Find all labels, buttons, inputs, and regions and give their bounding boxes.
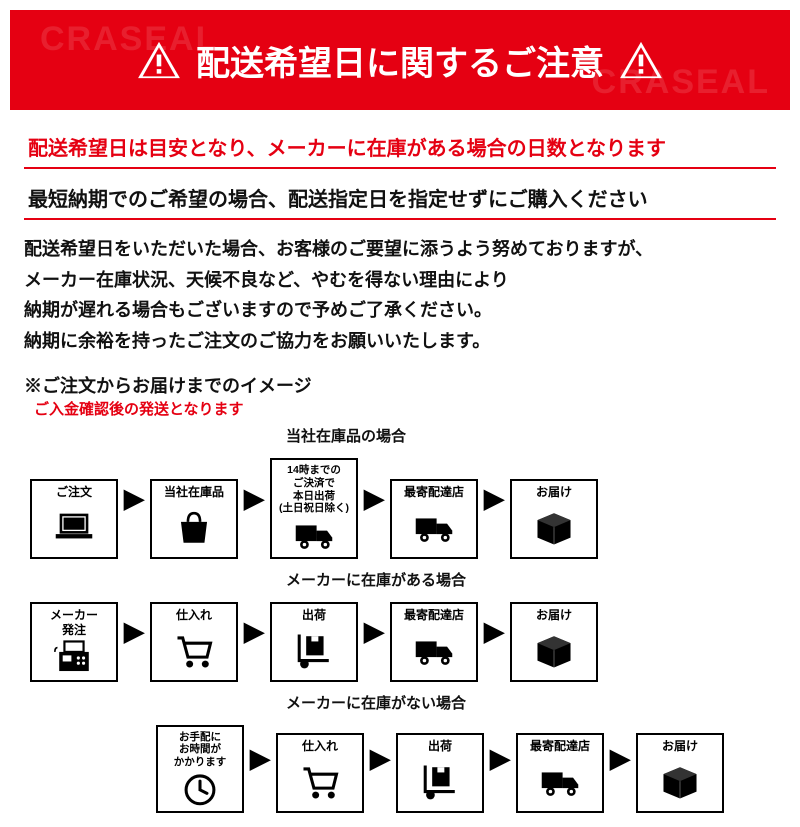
- truck-icon: [394, 501, 474, 555]
- arrow-icon: ▶: [124, 483, 144, 534]
- arrow-icon: ▶: [364, 483, 384, 534]
- highlight-line-1: 配送希望日は目安となり、メーカーに在庫がある場合の日数となります: [24, 126, 776, 169]
- flow-step: お届け: [636, 733, 724, 813]
- timeline-note: ご入金確認後の発送となります: [34, 398, 776, 419]
- step-label: 出荷: [428, 739, 452, 755]
- flow-step: 最寄配達店: [516, 733, 604, 813]
- step-label: 仕入れ: [176, 608, 212, 624]
- step-label: 最寄配達店: [404, 485, 464, 501]
- box-icon: [640, 755, 720, 809]
- truck-icon: [394, 624, 474, 678]
- arrow-icon: ▶: [484, 616, 504, 667]
- flow-step: 出荷: [270, 602, 358, 682]
- laptop-icon: [34, 501, 114, 555]
- highlight-line-2: 最短納期でのご希望の場合、配送指定日を指定せずにご購入ください: [24, 177, 776, 220]
- flow-step: お届け: [510, 602, 598, 682]
- flow-step: 当社在庫品: [150, 479, 238, 559]
- flow-step: 14時までのご決済で本日出荷(土日祝日除く): [270, 458, 358, 558]
- step-label: 14時までのご決済で本日出荷(土日祝日除く): [279, 464, 349, 514]
- timeline-heading: ※ご注文からお届けまでのイメージ: [24, 372, 776, 398]
- flow-step: 最寄配達店: [390, 479, 478, 559]
- step-label: 出荷: [302, 608, 326, 624]
- step-label: お届け: [662, 739, 698, 755]
- arrow-icon: ▶: [244, 616, 264, 667]
- cart-icon: [154, 624, 234, 678]
- flow-step: ご注文: [30, 479, 118, 559]
- box-icon: [514, 624, 594, 678]
- cart-icon: [280, 755, 360, 809]
- truck-icon: [274, 515, 354, 555]
- arrow-icon: ▶: [370, 743, 390, 794]
- body-line: メーカー在庫状況、天候不良など、やむを得ない理由により: [24, 265, 776, 296]
- flow-step: お手配にお時間がかかります: [156, 725, 244, 813]
- step-label: 最寄配達店: [530, 739, 590, 755]
- body-paragraph: 配送希望日をいただいた場合、お客様のご要望に添うよう努めておりますが、 メーカー…: [24, 234, 776, 356]
- watermark: CRASEAL: [592, 63, 770, 102]
- flow-step: 出荷: [396, 733, 484, 813]
- arrow-icon: ▶: [250, 743, 270, 794]
- header-banner: CRASEAL CRASEAL 配送希望日に関するご注意: [10, 10, 790, 110]
- title-text: 配送希望日に関するご注意: [196, 36, 604, 85]
- timeline-diagram: 当社在庫品の場合 ご注文 ▶ 当社在庫品 ▶ 14時までのご決済で本日出荷(土日…: [24, 425, 776, 822]
- case-title: メーカーに在庫がない場合: [282, 692, 466, 713]
- step-label: メーカー発注: [50, 608, 98, 638]
- flow-step: 最寄配達店: [390, 602, 478, 682]
- case-title: メーカーに在庫がある場合: [282, 569, 466, 590]
- arrow-icon: ▶: [364, 616, 384, 667]
- arrow-icon: ▶: [244, 483, 264, 534]
- flow-step: メーカー発注: [30, 602, 118, 682]
- arrow-icon: ▶: [490, 743, 510, 794]
- truck-icon: [520, 755, 600, 809]
- step-label: ご注文: [56, 485, 92, 501]
- step-label: お手配にお時間がかかります: [174, 731, 227, 769]
- case-title: 当社在庫品の場合: [282, 425, 406, 446]
- arrow-icon: ▶: [124, 616, 144, 667]
- dolly-icon: [274, 624, 354, 678]
- step-label: お届け: [536, 485, 572, 501]
- step-label: お届け: [536, 608, 572, 624]
- body-line: 納期に余裕を持ったご注文のご協力をお願いいたします。: [24, 326, 776, 357]
- flow-step: 仕入れ: [276, 733, 364, 813]
- step-label: 当社在庫品: [164, 485, 224, 501]
- box-icon: [514, 501, 594, 555]
- flow-step: 仕入れ: [150, 602, 238, 682]
- fax-icon: [34, 638, 114, 678]
- arrow-icon: ▶: [610, 743, 630, 794]
- clock-icon: [160, 769, 240, 809]
- watermark: CRASEAL: [40, 20, 218, 59]
- step-label: 仕入れ: [302, 739, 338, 755]
- body-line: 納期が遅れる場合もございますので予めご了承ください。: [24, 295, 776, 326]
- step-label: 最寄配達店: [404, 608, 464, 624]
- dolly-icon: [400, 755, 480, 809]
- flow-step: お届け: [510, 479, 598, 559]
- body-line: 配送希望日をいただいた場合、お客様のご要望に添うよう努めておりますが、: [24, 234, 776, 265]
- bag-icon: [154, 501, 234, 555]
- arrow-icon: ▶: [484, 483, 504, 534]
